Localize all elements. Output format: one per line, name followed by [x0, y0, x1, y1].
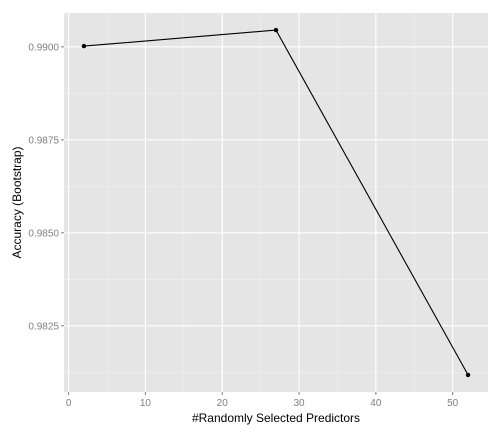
minor-gridlines	[64, 13, 488, 392]
data-point	[81, 43, 87, 49]
data-point	[465, 372, 471, 378]
plot-panel	[64, 13, 488, 392]
x-axis-ticks: 0 10 20 30 40 50	[66, 392, 459, 409]
x-tick-label: 40	[370, 398, 382, 409]
major-gridlines	[64, 13, 488, 392]
y-axis-ticks: 0.9825 0.9850 0.9875 0.9900	[28, 42, 64, 332]
data-point	[273, 27, 279, 33]
y-axis-title: Accuracy (Bootstrap)	[10, 146, 24, 258]
x-tick-label: 10	[140, 398, 152, 409]
y-tick-label: 0.9900	[28, 42, 59, 53]
x-axis-title: #Randomly Selected Predictors	[192, 411, 360, 425]
x-tick-label: 30	[293, 398, 305, 409]
x-tick-label: 50	[447, 398, 459, 409]
x-tick-label: 20	[217, 398, 229, 409]
series-layer	[81, 27, 471, 378]
x-tick-label: 0	[66, 398, 72, 409]
y-tick-label: 0.9875	[28, 135, 59, 146]
y-tick-label: 0.9825	[28, 321, 59, 332]
y-tick-label: 0.9850	[28, 228, 59, 239]
